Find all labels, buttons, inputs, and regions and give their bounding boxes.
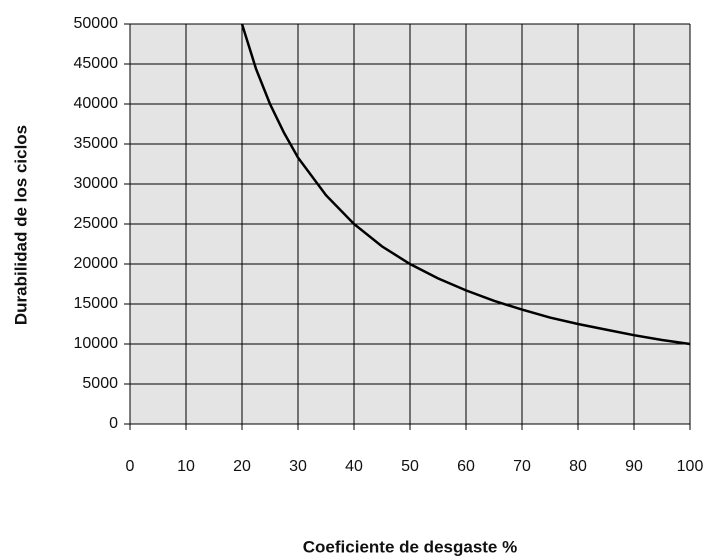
y-tick-label: 35000	[74, 135, 119, 152]
y-tick-label: 30000	[74, 175, 119, 192]
y-tick-label: 20000	[74, 255, 119, 272]
y-tick-label: 10000	[74, 335, 119, 352]
x-tick-label: 0	[126, 458, 135, 475]
y-tick-label: 25000	[74, 215, 119, 232]
y-tick-label: 5000	[82, 375, 118, 392]
x-tick-label: 60	[457, 458, 475, 475]
y-tick-label: 15000	[74, 295, 119, 312]
y-tick-label: 50000	[74, 15, 119, 32]
y-tick-label: 45000	[74, 55, 119, 72]
y-tick-label: 0	[109, 415, 118, 432]
x-tick-label: 90	[625, 458, 643, 475]
x-tick-label: 20	[233, 458, 251, 475]
x-tick-label: 70	[513, 458, 531, 475]
y-axis-title: Durabilidad de los ciclos	[11, 125, 30, 325]
x-tick-label: 100	[677, 458, 704, 475]
x-tick-label: 10	[177, 458, 195, 475]
y-tick-label: 40000	[74, 95, 119, 112]
x-tick-label: 40	[345, 458, 363, 475]
x-tick-label: 30	[289, 458, 307, 475]
x-axis-title: Coeficiente de desgaste %	[303, 537, 517, 556]
line-series	[240, 23, 691, 346]
x-tick-label: 50	[401, 458, 419, 475]
x-tick-label: 80	[569, 458, 587, 475]
